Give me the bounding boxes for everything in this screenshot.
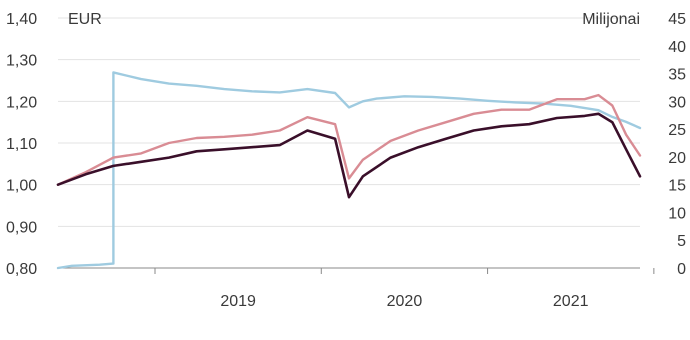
- x-tick-label: 2021: [553, 293, 589, 310]
- right-tick-label: 25: [668, 122, 686, 139]
- axis-labels: EUR Milijonai 1,40 1,30 1,20 1,10 1,00 0,90 0,…: [6, 11, 686, 310]
- right-tick-label: 5: [677, 233, 686, 250]
- series-line: [56, 93, 642, 186]
- left-tick-label: 0,80: [6, 261, 37, 278]
- gridlines: [58, 17, 640, 269]
- right-tick-label: 15: [668, 178, 686, 195]
- right-tick-label: 20: [668, 150, 686, 167]
- left-axis-unit: EUR: [68, 11, 102, 28]
- series-lines: [56, 71, 642, 270]
- series-line: [56, 112, 642, 199]
- right-tick-label: 45: [668, 11, 686, 28]
- left-tick-label: 1,20: [6, 94, 37, 111]
- right-tick-label: 30: [668, 94, 686, 111]
- x-tick-label: 2020: [387, 293, 423, 310]
- right-tick-label: 40: [668, 39, 686, 56]
- axes: [58, 267, 655, 274]
- right-tick-label: 35: [668, 67, 686, 84]
- x-tick-label: 2019: [220, 293, 256, 310]
- right-axis-unit: Milijonai: [582, 11, 640, 28]
- series-line: [56, 71, 642, 270]
- left-tick-label: 1,10: [6, 136, 37, 153]
- right-tick-label: 10: [668, 205, 686, 222]
- right-tick-label: 0: [677, 261, 686, 278]
- left-tick-label: 1,30: [6, 53, 37, 70]
- left-tick-label: 1,00: [6, 178, 37, 195]
- left-tick-label: 1,40: [6, 11, 37, 28]
- left-tick-label: 0,90: [6, 219, 37, 236]
